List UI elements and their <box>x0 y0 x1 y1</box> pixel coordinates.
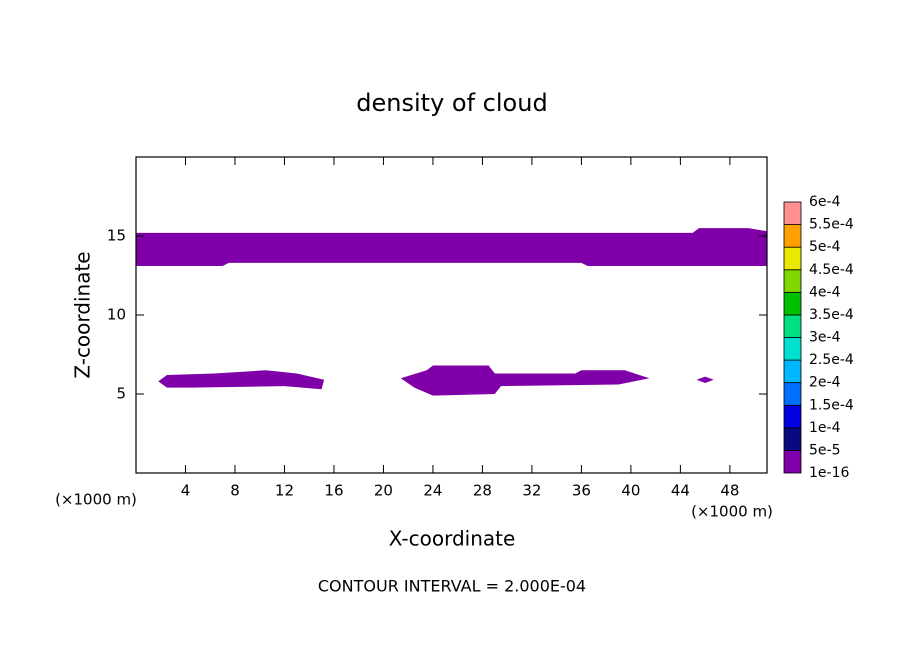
x-axis-label: X-coordinate <box>389 527 516 551</box>
colorbar-label: 2.5e-4 <box>809 352 854 368</box>
x-tick-label: 36 <box>572 482 591 500</box>
plot-frame <box>135 156 768 474</box>
x-tick-label: 48 <box>720 482 739 500</box>
colorbar-label: 1.5e-4 <box>809 397 854 413</box>
colorbar-label: 1e-4 <box>809 420 841 436</box>
colorbar-label: 2e-4 <box>809 375 841 391</box>
colorbar-label: 1e-16 <box>809 465 849 481</box>
x-tick-label: 28 <box>473 482 492 500</box>
y-axis-label: Z-coordinate <box>71 251 95 378</box>
x-tick-label: 12 <box>275 482 294 500</box>
x-tick-label: 8 <box>230 482 240 500</box>
x-unit-label: (×1000 m) <box>691 503 773 521</box>
y-unit-label: (×1000 m) <box>55 491 137 509</box>
colorbar-box <box>783 450 802 474</box>
footer: CONTOUR INTERVAL = 2.000E-04 <box>318 577 586 596</box>
colorbar-label: 6e-4 <box>809 194 841 210</box>
y-tick-label: 15 <box>107 227 126 245</box>
colorbar-label: 4.5e-4 <box>809 262 854 278</box>
chart-title: density of cloud <box>356 89 547 117</box>
colorbar-box <box>783 382 802 406</box>
colorbar-box <box>783 291 802 316</box>
colorbar-label: 3.5e-4 <box>809 307 854 323</box>
colorbar-label: 3e-4 <box>809 330 841 346</box>
colorbar-label: 4e-4 <box>809 284 841 300</box>
y-tick-label: 10 <box>107 306 126 324</box>
colorbar-label: 5e-4 <box>809 239 841 255</box>
colorbar-label: 5e-5 <box>809 442 840 458</box>
y-tick-label: 5 <box>116 385 126 403</box>
contour-region <box>158 370 325 390</box>
colorbar-box <box>783 201 802 225</box>
colorbar-box <box>783 269 802 293</box>
colorbar-box <box>783 359 802 384</box>
x-tick-label: 44 <box>671 482 690 500</box>
contour-region <box>400 365 650 396</box>
x-tick-label: 4 <box>181 482 191 500</box>
colorbar-box <box>783 246 802 271</box>
colorbar-box <box>783 427 802 451</box>
colorbar-box <box>783 224 802 248</box>
colorbar-box <box>783 314 802 338</box>
colorbar-box <box>783 337 802 361</box>
colorbar-label: 5.5e-4 <box>809 217 854 233</box>
colorbar-box <box>783 404 802 429</box>
x-tick-label: 20 <box>374 482 393 500</box>
x-tick-label: 40 <box>621 482 640 500</box>
x-tick-label: 32 <box>522 482 541 500</box>
contour-region <box>136 228 767 267</box>
contour-region <box>696 376 714 383</box>
x-tick-label: 16 <box>324 482 343 500</box>
x-tick-label: 24 <box>423 482 442 500</box>
